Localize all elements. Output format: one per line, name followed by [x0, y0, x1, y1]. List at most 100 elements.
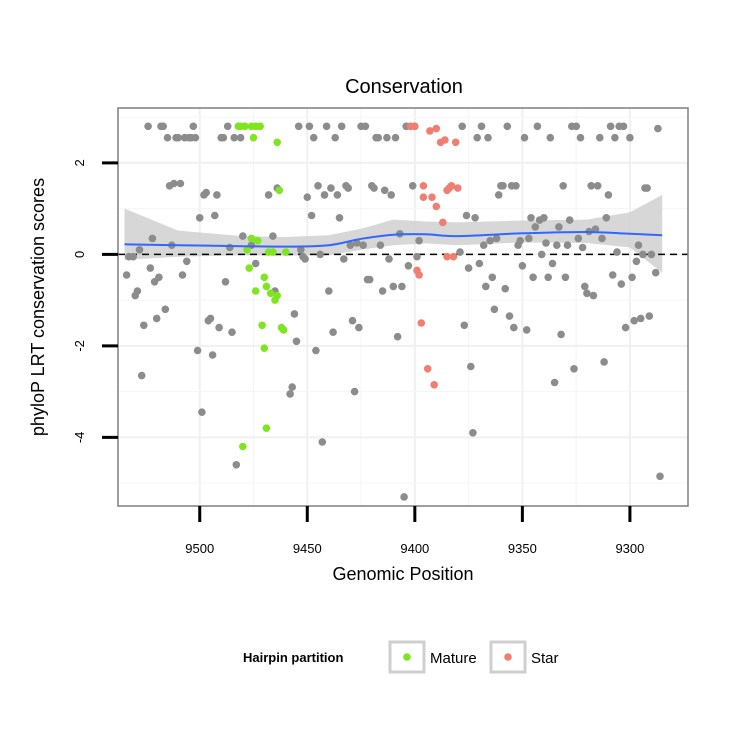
point-star — [432, 124, 441, 133]
point-other — [619, 122, 628, 131]
point-other — [527, 214, 535, 222]
point-other — [578, 243, 587, 252]
point-star — [419, 193, 428, 201]
point-other — [400, 493, 408, 501]
point-star — [415, 271, 423, 279]
point-other — [531, 223, 540, 231]
point-other — [471, 214, 479, 222]
point-other — [628, 273, 636, 282]
point-other — [503, 122, 512, 131]
point-other — [598, 234, 606, 243]
point-other — [213, 191, 221, 199]
point-other — [525, 234, 533, 243]
point-mature — [258, 321, 266, 330]
x-tick-label: 9350 — [508, 541, 537, 556]
point-other — [486, 236, 494, 245]
point-other — [561, 273, 570, 282]
point-other — [383, 133, 391, 142]
point-other — [178, 271, 187, 279]
point-other — [559, 182, 567, 190]
point-star — [451, 138, 460, 147]
legend: Hairpin partition Mature Star — [243, 640, 559, 674]
point-other — [333, 191, 342, 199]
point-other — [591, 225, 600, 233]
point-other — [344, 184, 353, 192]
point-star — [419, 182, 428, 190]
point-other — [140, 321, 148, 330]
point-other — [189, 122, 198, 131]
x-axis: 9500 9450 9400 9350 9300 — [185, 506, 644, 556]
point-other — [499, 182, 507, 190]
point-other — [548, 259, 557, 268]
point-other — [170, 179, 178, 188]
point-other — [576, 133, 585, 142]
point-other — [331, 133, 340, 142]
point-other — [215, 323, 223, 332]
point-other — [269, 232, 277, 240]
point-other — [163, 133, 172, 142]
y-axis: 2 0 -2 -4 — [72, 159, 118, 443]
point-other — [137, 371, 146, 380]
point-other — [133, 287, 142, 295]
point-other — [294, 122, 303, 131]
point-other — [129, 252, 137, 261]
point-other — [643, 184, 651, 192]
point-other — [563, 241, 572, 249]
point-other — [516, 236, 524, 245]
point-other — [288, 383, 297, 391]
point-other — [617, 280, 626, 288]
point-mature — [247, 234, 256, 243]
point-other — [490, 305, 499, 314]
point-other — [492, 234, 501, 243]
point-other — [479, 241, 488, 249]
point-other — [512, 182, 520, 190]
point-other — [555, 223, 563, 231]
point-other — [572, 122, 580, 131]
point-other — [475, 259, 484, 268]
y-tick-label: -4 — [72, 432, 87, 444]
point-other — [376, 241, 385, 249]
x-tick-label: 9450 — [293, 541, 322, 556]
y-tick-label: -2 — [72, 340, 87, 352]
point-other — [550, 378, 559, 387]
point-mature — [256, 122, 264, 131]
point-other — [464, 264, 473, 272]
point-mature — [249, 133, 258, 142]
point-other — [385, 255, 393, 263]
point-other — [398, 282, 406, 291]
point-other — [374, 133, 383, 142]
point-other — [587, 182, 595, 190]
point-other — [542, 239, 550, 247]
point-other — [632, 257, 641, 266]
point-other — [223, 122, 232, 131]
point-mature — [275, 186, 284, 195]
point-mature — [253, 236, 262, 245]
point-mature — [269, 248, 277, 256]
point-other — [460, 321, 469, 330]
point-other — [340, 255, 348, 263]
point-star — [447, 182, 456, 190]
x-tick-label: 9400 — [400, 541, 429, 556]
point-other — [161, 305, 170, 314]
point-other — [636, 314, 645, 323]
point-other — [621, 323, 630, 332]
point-other — [651, 268, 660, 277]
legend-item-mature: Mature — [388, 640, 477, 674]
point-other — [645, 312, 654, 320]
point-star — [430, 381, 439, 389]
point-mature — [239, 442, 247, 451]
legend-item-star: Star — [489, 640, 559, 674]
point-other — [355, 323, 363, 332]
point-mature — [273, 291, 282, 300]
point-other — [378, 287, 387, 295]
point-star — [423, 365, 432, 373]
point-other — [634, 241, 643, 249]
point-other — [639, 250, 647, 259]
point-mature — [266, 289, 275, 298]
point-other — [647, 250, 656, 259]
point-star — [441, 136, 449, 144]
point-other — [546, 133, 555, 142]
point-other — [183, 257, 191, 266]
point-other — [206, 314, 215, 323]
point-other — [626, 133, 634, 142]
